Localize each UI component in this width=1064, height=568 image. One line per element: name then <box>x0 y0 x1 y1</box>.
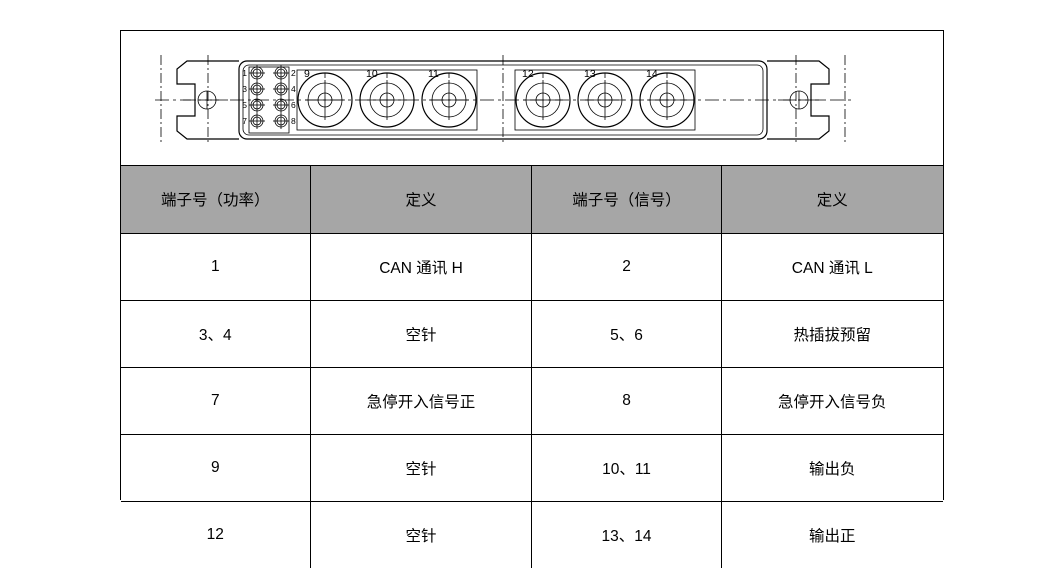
svg-text:5: 5 <box>242 100 247 110</box>
svg-text:3: 3 <box>242 84 247 94</box>
table-cell: 输出负 <box>721 434 943 501</box>
svg-text:2: 2 <box>291 68 296 78</box>
table-row: 9空针10、11输出负 <box>121 434 943 501</box>
table-cell: 5、6 <box>532 300 721 367</box>
svg-text:14: 14 <box>646 68 658 80</box>
content-frame: 1234567891011121314 端子号（功率） 定义 端子号（信号） 定… <box>120 30 944 500</box>
svg-text:10: 10 <box>366 68 378 80</box>
table-row: 12空针13、14输出正 <box>121 501 943 568</box>
col-header-power-def: 定义 <box>310 166 532 233</box>
table-cell: 空针 <box>310 434 532 501</box>
col-header-signal-pin: 端子号（信号） <box>532 166 721 233</box>
connector-diagram-cell: 1234567891011121314 <box>121 31 943 166</box>
table-row: 3、4空针5、6热插拔预留 <box>121 300 943 367</box>
table-cell: 空针 <box>310 300 532 367</box>
table-row: 1CAN 通讯 H2CAN 通讯 L <box>121 233 943 300</box>
table-cell: 7 <box>121 367 310 434</box>
svg-text:1: 1 <box>242 68 247 78</box>
table-cell: 10、11 <box>532 434 721 501</box>
svg-text:7: 7 <box>242 116 247 126</box>
svg-text:13: 13 <box>584 68 596 80</box>
svg-text:4: 4 <box>291 84 296 94</box>
svg-text:12: 12 <box>522 68 534 80</box>
table-cell: 13、14 <box>532 501 721 568</box>
table-cell: 急停开入信号正 <box>310 367 532 434</box>
table-cell: 8 <box>532 367 721 434</box>
table-cell: 空针 <box>310 501 532 568</box>
table-header-row: 端子号（功率） 定义 端子号（信号） 定义 <box>121 166 943 233</box>
svg-text:6: 6 <box>291 100 296 110</box>
table-cell: CAN 通讯 L <box>721 233 943 300</box>
page-root: 1234567891011121314 端子号（功率） 定义 端子号（信号） 定… <box>0 0 1064 530</box>
svg-text:9: 9 <box>304 68 310 80</box>
table-cell: 输出正 <box>721 501 943 568</box>
pin-definition-table: 端子号（功率） 定义 端子号（信号） 定义 1CAN 通讯 H2CAN 通讯 L… <box>121 166 943 568</box>
col-header-signal-def: 定义 <box>721 166 943 233</box>
table-cell: 2 <box>532 233 721 300</box>
table-cell: 3、4 <box>121 300 310 367</box>
table-cell: CAN 通讯 H <box>310 233 532 300</box>
table-cell: 1 <box>121 233 310 300</box>
table-cell: 热插拔预留 <box>721 300 943 367</box>
connector-diagram: 1234567891011121314 <box>151 53 855 147</box>
col-header-power-pin: 端子号（功率） <box>121 166 310 233</box>
svg-text:11: 11 <box>428 68 439 80</box>
table-cell: 9 <box>121 434 310 501</box>
table-cell: 12 <box>121 501 310 568</box>
table-row: 7急停开入信号正8急停开入信号负 <box>121 367 943 434</box>
svg-text:8: 8 <box>291 116 296 126</box>
table-cell: 急停开入信号负 <box>721 367 943 434</box>
